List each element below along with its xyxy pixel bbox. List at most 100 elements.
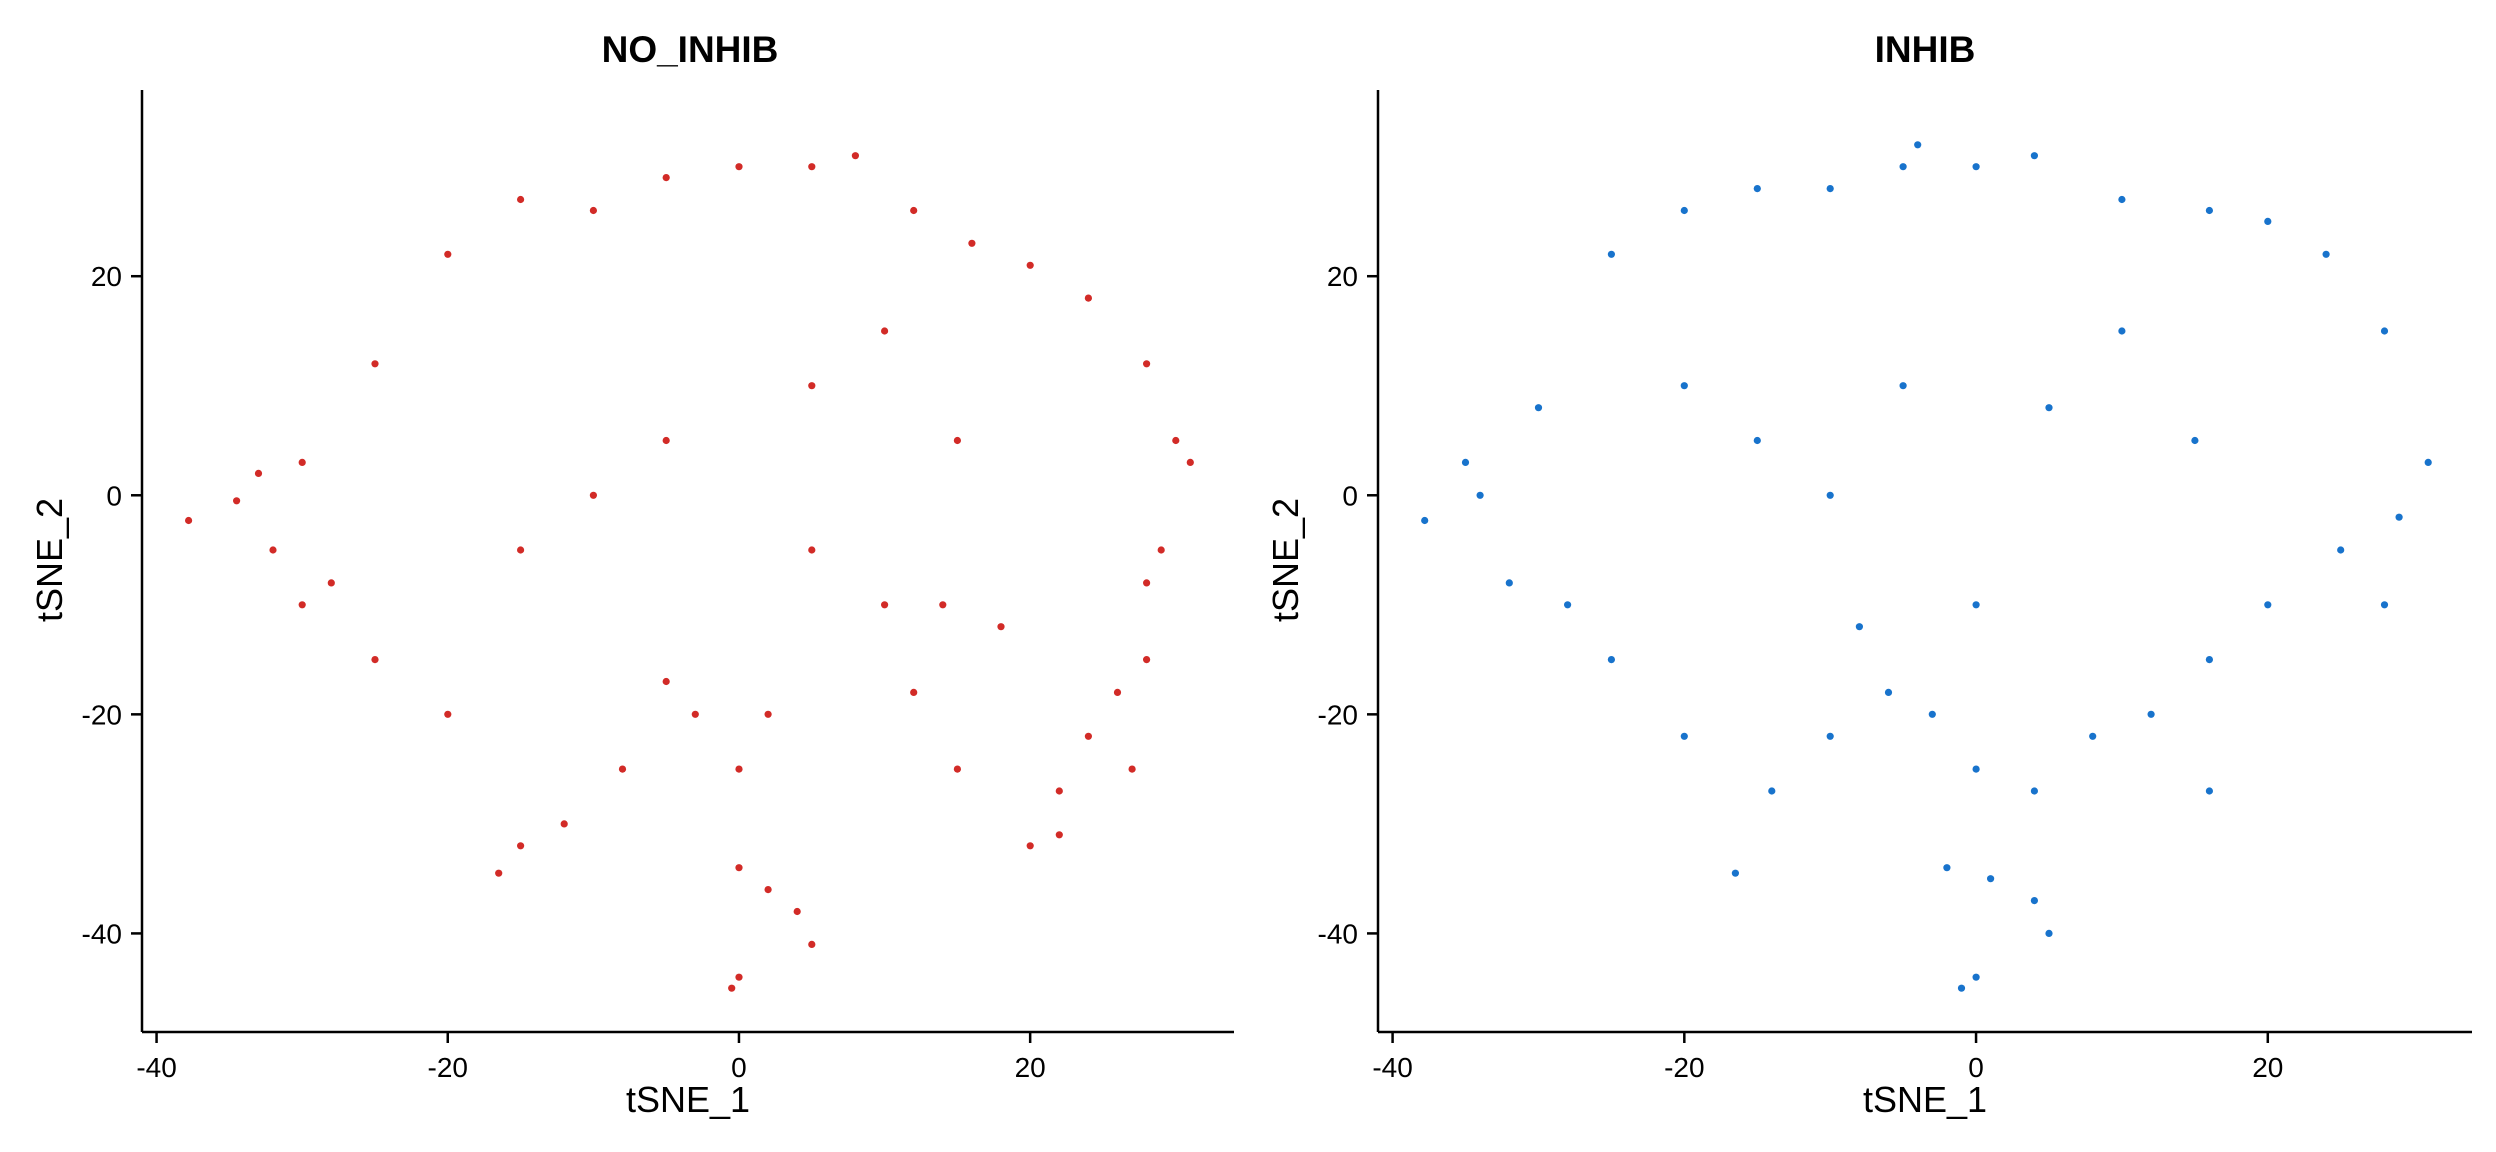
data-point (560, 820, 568, 828)
x-axis-label: tSNE_1 (626, 1079, 750, 1120)
y-axis-label: tSNE_2 (1265, 498, 1306, 622)
data-point (517, 195, 525, 204)
data-point (495, 869, 503, 877)
data-point (808, 546, 816, 554)
data-point (808, 940, 816, 949)
data-point (2030, 787, 2038, 795)
data-point (1143, 579, 1151, 587)
x-tick-label: -20 (428, 1052, 468, 1083)
data-point (371, 360, 379, 368)
data-point (2030, 897, 2038, 905)
data-point (939, 601, 947, 609)
data-point (2264, 601, 2272, 609)
data-point (1172, 436, 1180, 445)
data-point (910, 688, 918, 697)
data-point (2205, 787, 2213, 795)
y-tick-label: -40 (82, 918, 122, 949)
data-point (1680, 206, 1688, 215)
data-point (764, 886, 772, 894)
y-tick-label: 0 (1342, 480, 1358, 511)
data-point (1026, 261, 1034, 269)
data-point (444, 250, 452, 258)
data-point (2380, 601, 2389, 609)
data-point (2118, 195, 2126, 204)
data-point (1680, 732, 1688, 740)
data-point (1157, 546, 1165, 554)
data-point (808, 382, 816, 390)
data-point (1972, 973, 1980, 981)
data-point (1768, 787, 1776, 795)
data-point (881, 601, 889, 609)
x-axis-label: tSNE_1 (1863, 1079, 1987, 1120)
data-point (1534, 404, 1543, 412)
y-axis-label: tSNE_2 (29, 498, 70, 622)
data-point (1731, 869, 1739, 877)
data-point (793, 907, 801, 916)
data-point (1143, 360, 1151, 368)
data-point (298, 601, 306, 609)
y-tick-label: 0 (106, 480, 122, 511)
data-point (1607, 656, 1615, 664)
y-tick-label: 20 (91, 261, 122, 292)
data-point (735, 163, 743, 171)
data-point (298, 458, 306, 466)
data-point (1421, 516, 1429, 525)
data-point (2045, 404, 2053, 412)
data-point (1476, 491, 1484, 499)
data-point (327, 579, 335, 587)
data-point (728, 984, 736, 992)
x-tick-label: 20 (2252, 1052, 2283, 1083)
data-point (589, 491, 598, 499)
x-tick-label: -40 (1372, 1052, 1412, 1083)
data-point (764, 710, 772, 718)
data-point (2264, 217, 2272, 225)
data-point (1113, 688, 1122, 697)
data-point (618, 765, 627, 773)
data-point (2191, 436, 2199, 445)
x-tick-label: -20 (1664, 1052, 1704, 1083)
data-point (968, 239, 976, 247)
data-point (1826, 491, 1834, 499)
data-point (1128, 765, 1136, 773)
data-point (1899, 382, 1907, 390)
data-point (1055, 831, 1063, 839)
data-point (1884, 688, 1893, 697)
data-point (1055, 787, 1063, 795)
data-point (254, 469, 263, 477)
points-layer (1421, 141, 2432, 992)
data-point (1186, 458, 1194, 466)
data-point (953, 436, 962, 445)
data-point (1505, 579, 1513, 587)
data-point (1026, 842, 1034, 850)
data-point (1564, 601, 1572, 609)
data-point (2205, 206, 2213, 215)
data-point (1928, 710, 1936, 718)
data-point (233, 497, 241, 505)
data-point (1826, 732, 1834, 740)
x-ticks: -40 -20 0 20 (136, 1032, 1046, 1083)
data-point (1899, 163, 1907, 171)
data-point (662, 436, 670, 445)
data-point (1972, 601, 1980, 609)
data-point (1753, 185, 1761, 193)
y-tick-label: -20 (1318, 699, 1358, 730)
data-point (2395, 513, 2403, 521)
x-tick-label: -40 (136, 1052, 176, 1083)
data-point (1680, 382, 1688, 390)
data-point (371, 656, 379, 664)
data-point (1143, 656, 1151, 664)
data-point (2322, 250, 2330, 258)
data-point (2337, 546, 2345, 554)
data-point (851, 152, 860, 160)
x-tick-label: 20 (1015, 1052, 1046, 1083)
data-point (1957, 984, 1966, 992)
panel-title: NO_INHIB (602, 29, 779, 70)
data-point (808, 163, 816, 171)
data-point (691, 710, 699, 718)
data-point (662, 174, 670, 182)
data-point (735, 765, 743, 773)
data-point (589, 206, 598, 215)
points-layer (185, 152, 1194, 992)
data-point (1855, 623, 1863, 631)
